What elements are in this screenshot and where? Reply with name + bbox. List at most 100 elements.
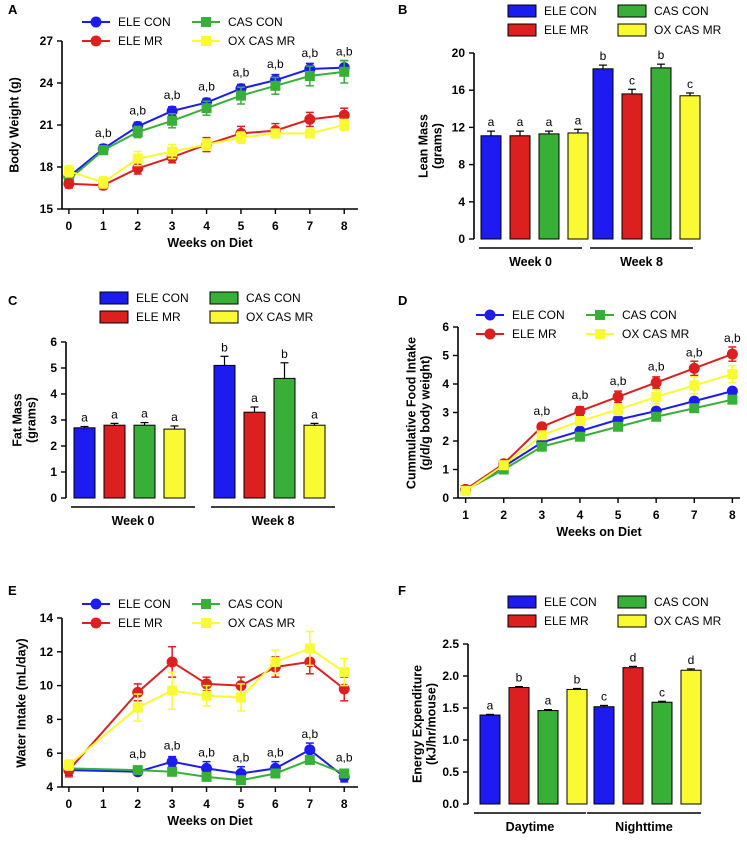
- x-axis-title: Weeks on Diet: [167, 236, 253, 250]
- significance-label: a,b: [233, 750, 250, 764]
- significance-label: b: [221, 340, 228, 354]
- significance-label: b: [574, 672, 581, 686]
- data-point-ox_cas_mr: [201, 690, 212, 701]
- significance-label: c: [601, 689, 607, 703]
- y-tick-label: 12: [40, 645, 54, 659]
- y-tick-label: 15: [40, 202, 54, 216]
- y-tick-label: 6: [50, 335, 57, 349]
- data-point-ele_mr: [63, 178, 75, 190]
- significance-label: a,b: [129, 747, 146, 761]
- bar-ele_mr: [509, 135, 531, 240]
- legend-swatch-ele_con: [507, 595, 537, 609]
- bar-ele_con: [213, 364, 236, 499]
- significance-label: c: [629, 73, 635, 87]
- significance-label: a: [251, 391, 258, 405]
- legend-label-ox_cas_mr: OX CAS MR: [228, 34, 296, 48]
- x-tick-label: 2: [134, 219, 141, 233]
- significance-label: a,b: [686, 345, 703, 359]
- significance-label: a,b: [301, 46, 318, 60]
- data-point-ox_cas_mr: [304, 643, 315, 654]
- legend-label-ele_con: ELE CON: [136, 291, 189, 305]
- data-point-ele_mr: [574, 405, 586, 417]
- data-point-ox_cas_mr: [132, 702, 143, 713]
- significance-label: a,b: [267, 745, 284, 759]
- y-tick-label: 6: [442, 320, 449, 334]
- panel-label-c: C: [8, 293, 18, 308]
- bar-cas_con: [538, 133, 560, 240]
- bar-ox_cas_mr: [163, 428, 186, 499]
- y-tick-label: 0.5: [442, 765, 459, 779]
- legend-marker-ele_mr: [484, 328, 496, 340]
- data-point-ele_mr: [201, 678, 213, 690]
- significance-label: c: [687, 77, 693, 91]
- y-tick-label: 16: [452, 83, 466, 97]
- significance-label: a,b: [724, 331, 741, 345]
- y-axis-title: Lean Mass: [416, 114, 430, 178]
- significance-label: a: [487, 698, 494, 712]
- data-point-cas_con: [536, 441, 547, 452]
- x-tick-label: 3: [169, 797, 176, 811]
- data-point-ele_con: [201, 762, 213, 774]
- x-tick-label: 7: [691, 508, 698, 522]
- y-tick-label: 4: [458, 195, 465, 209]
- y-tick-label: 6: [46, 746, 53, 760]
- bar-ox_cas_mr: [567, 132, 589, 240]
- bar-ox_cas_mr: [679, 95, 701, 240]
- legend-swatch-ele_con: [507, 4, 537, 18]
- significance-label: a: [81, 411, 88, 425]
- panel-label-e: E: [8, 583, 17, 598]
- y-tick-label: 0: [50, 491, 57, 505]
- significance-label: a,b: [129, 103, 146, 117]
- legend-swatch-cas_con: [209, 291, 239, 305]
- data-point-ox_cas_mr: [536, 430, 547, 441]
- significance-label: b: [281, 347, 288, 361]
- y-axis-title: Cummulative Food Intake: [404, 337, 418, 489]
- data-point-ox_cas_mr: [651, 391, 662, 402]
- significance-label: a: [311, 407, 318, 421]
- data-point-cas_con: [167, 766, 178, 777]
- y-tick-label: 8: [458, 158, 465, 172]
- significance-label: a,b: [336, 750, 353, 764]
- x-tick-label: 3: [538, 508, 545, 522]
- y-tick-label: 27: [40, 34, 54, 48]
- bar-cas_con: [273, 377, 296, 499]
- data-point-ele_mr: [612, 391, 624, 403]
- data-point-cas_con: [339, 66, 350, 77]
- y-tick-label: 21: [40, 118, 54, 132]
- y-axis-title: (g/d/g body weight): [418, 356, 432, 471]
- data-point-ox_cas_mr: [167, 685, 178, 696]
- x-tick-label: 6: [653, 508, 660, 522]
- significance-label: a,b: [164, 88, 181, 102]
- x-tick-label: 6: [272, 219, 279, 233]
- y-tick-label: 1: [50, 465, 57, 479]
- x-axis-title: Weeks on Diet: [556, 525, 642, 539]
- legend-marker-ele_mr: [90, 617, 102, 629]
- data-point-ele_mr: [688, 362, 700, 374]
- legend-marker-cas_con: [201, 599, 211, 609]
- legend-label-ele_con: ELE CON: [118, 15, 171, 29]
- bar-cas_con: [537, 710, 559, 805]
- panel-label-b: B: [398, 2, 407, 17]
- significance-label: a,b: [572, 388, 589, 402]
- data-point-ele_con: [304, 744, 316, 756]
- y-tick-label: 2: [442, 434, 449, 448]
- data-point-ox_cas_mr: [63, 760, 74, 771]
- x-tick-label: 4: [203, 219, 210, 233]
- x-tick-label: 0: [66, 219, 73, 233]
- legend-marker-cas_con: [201, 17, 211, 27]
- series-line-ele_mr: [465, 353, 733, 491]
- y-tick-label: 14: [40, 611, 54, 625]
- bar-ox_cas_mr: [566, 688, 588, 805]
- legend-label-cas_con: CAS CON: [228, 15, 283, 29]
- x-tick-label: 0: [66, 797, 73, 811]
- data-point-cas_con: [689, 403, 700, 414]
- data-point-cas_con: [235, 90, 246, 101]
- group-label: Week 8: [252, 514, 295, 528]
- series-line-cas_con: [68, 758, 345, 782]
- x-tick-label: 5: [615, 508, 622, 522]
- x-tick-label: 8: [729, 508, 736, 522]
- data-point-cas_con: [235, 775, 246, 786]
- series-line-ox_cas_mr: [465, 373, 733, 492]
- x-tick-label: 7: [306, 797, 313, 811]
- x-tick-label: 8: [341, 797, 348, 811]
